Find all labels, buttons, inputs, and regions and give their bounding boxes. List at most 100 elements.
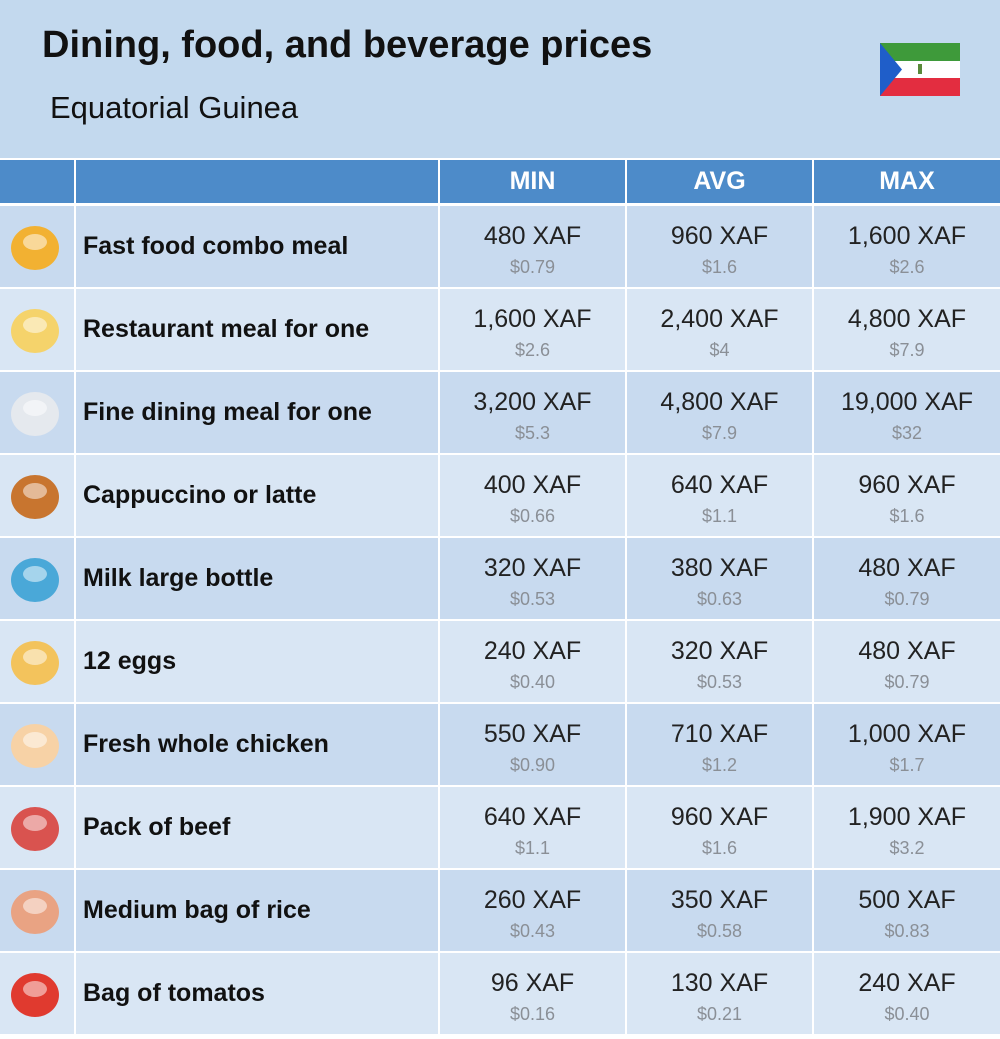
price-usd: $1.1: [514, 838, 551, 858]
price-local: 640 XAF: [483, 803, 582, 831]
price-cell: 260 XAF $0.43: [440, 870, 625, 951]
row-icon: [11, 226, 59, 270]
price-local: 240 XAF: [858, 969, 956, 997]
column-header: [76, 160, 438, 203]
price-usd: $1.7: [889, 755, 925, 775]
price-usd: $0.21: [696, 1004, 743, 1024]
column-header: [0, 160, 74, 203]
price-local: 19,000 XAF: [840, 388, 974, 416]
price-cell: 400 XAF $0.66: [440, 455, 625, 536]
row-icon-cell: [0, 787, 74, 868]
price-usd: $1.2: [701, 755, 738, 775]
price-cell: 2,400 XAF $4: [627, 289, 812, 370]
row-icon-cell: [0, 455, 74, 536]
price-usd: $0.63: [696, 589, 743, 609]
price-local: 1,600 XAF: [847, 222, 967, 250]
price-usd: $0.79: [884, 589, 930, 609]
price-usd: $0.43: [509, 921, 556, 941]
price-cell: 19,000 XAF $32: [814, 372, 1000, 453]
price-local: 4,800 XAF: [847, 305, 967, 333]
price-local: 380 XAF: [670, 554, 769, 582]
price-local: 4,800 XAF: [660, 388, 779, 416]
price-local: 350 XAF: [670, 886, 769, 914]
row-icon: [11, 890, 59, 934]
price-cell: 480 XAF $0.79: [814, 621, 1000, 702]
price-cell: 1,000 XAF $1.7: [814, 704, 1000, 785]
price-cell: 380 XAF $0.63: [627, 538, 812, 619]
row-icon-cell: [0, 206, 74, 287]
column-header: AVG: [627, 160, 812, 203]
row-icon: [11, 973, 59, 1017]
row-icon-cell: [0, 621, 74, 702]
title: Dining, food, and beverage prices: [42, 24, 653, 66]
price-local: 1,900 XAF: [847, 803, 967, 831]
price-usd: $0.90: [509, 755, 556, 775]
item-name: Restaurant meal for one: [76, 289, 438, 370]
price-usd: $1.1: [701, 506, 738, 526]
price-usd: $0.40: [509, 672, 556, 692]
price-cell: 960 XAF $1.6: [627, 787, 812, 868]
price-local: 3,200 XAF: [473, 388, 592, 416]
price-usd: $0.53: [509, 589, 556, 609]
price-local: 130 XAF: [670, 969, 769, 997]
price-local: 960 XAF: [670, 222, 769, 250]
price-usd: $0.79: [509, 257, 556, 277]
row-icon-cell: [0, 704, 74, 785]
price-local: 640 XAF: [670, 471, 769, 499]
price-local: 96 XAF: [490, 969, 575, 997]
price-cell: 3,200 XAF $5.3: [440, 372, 625, 453]
price-cell: 320 XAF $0.53: [627, 621, 812, 702]
price-usd: $0.53: [696, 672, 743, 692]
row-icon-cell: [0, 289, 74, 370]
row-icon-cell: [0, 953, 74, 1034]
price-local: 550 XAF: [483, 720, 582, 748]
row-icon: [11, 807, 59, 851]
price-usd: $2.6: [514, 340, 551, 360]
price-cell: 96 XAF $0.16: [440, 953, 625, 1034]
item-name: Cappuccino or latte: [76, 455, 438, 536]
item-name: Pack of beef: [76, 787, 438, 868]
price-usd: $1.6: [701, 257, 738, 277]
price-usd: $1.6: [701, 838, 738, 858]
item-name: Milk large bottle: [76, 538, 438, 619]
price-usd: $0.83: [884, 921, 930, 941]
price-local: 240 XAF: [483, 637, 582, 665]
item-name: Bag of tomatos: [76, 953, 438, 1034]
price-usd: $5.3: [514, 423, 551, 443]
row-icon-cell: [0, 870, 74, 951]
price-cell: 1,900 XAF $3.2: [814, 787, 1000, 868]
price-local: 1,000 XAF: [847, 720, 967, 748]
price-usd: $0.58: [696, 921, 743, 941]
row-icon: [11, 724, 59, 768]
price-cell: 640 XAF $1.1: [627, 455, 812, 536]
item-name: Fast food combo meal: [76, 206, 438, 287]
price-cell: 500 XAF $0.83: [814, 870, 1000, 951]
row-icon: [11, 475, 59, 519]
price-usd: $0.66: [509, 506, 556, 526]
price-cell: 550 XAF $0.90: [440, 704, 625, 785]
row-icon: [11, 641, 59, 685]
price-cell: 320 XAF $0.53: [440, 538, 625, 619]
item-name: Medium bag of rice: [76, 870, 438, 951]
item-name: Fresh whole chicken: [76, 704, 438, 785]
row-icon-cell: [0, 372, 74, 453]
column-header: MIN: [440, 160, 625, 203]
column-header: MAX: [814, 160, 1000, 203]
price-local: 480 XAF: [483, 222, 582, 250]
row-icon: [11, 309, 59, 353]
row-icon: [11, 558, 59, 602]
price-cell: 240 XAF $0.40: [440, 621, 625, 702]
price-usd: $32: [891, 423, 923, 443]
price-cell: 130 XAF $0.21: [627, 953, 812, 1034]
price-usd: $2.6: [889, 257, 925, 277]
item-name: Fine dining meal for one: [76, 372, 438, 453]
price-cell: 4,800 XAF $7.9: [627, 372, 812, 453]
price-cell: 960 XAF $1.6: [814, 455, 1000, 536]
price-cell: 960 XAF $1.6: [627, 206, 812, 287]
price-cell: 1,600 XAF $2.6: [814, 206, 1000, 287]
price-local: 1,600 XAF: [473, 305, 592, 333]
price-cell: 240 XAF $0.40: [814, 953, 1000, 1034]
price-usd: $7.9: [889, 340, 925, 360]
price-usd: $0.40: [884, 1004, 930, 1024]
